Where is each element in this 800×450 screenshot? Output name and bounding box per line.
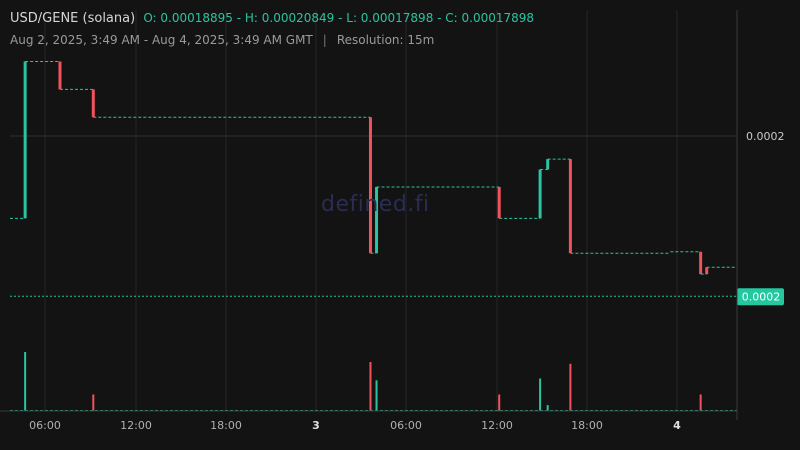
candle-5	[497, 186, 501, 219]
volume-bar-3	[375, 380, 378, 411]
candle-10	[705, 267, 709, 275]
candle-0	[23, 61, 27, 219]
x-tick-label-4: 06:00	[390, 419, 422, 432]
volume-bar-7	[569, 363, 572, 411]
x-tick-label-2: 18:00	[210, 419, 242, 432]
watermark: defined.fi	[321, 192, 430, 217]
candle-4	[375, 186, 379, 254]
x-tick-label-1: 12:00	[120, 419, 152, 432]
x-tick-label-0: 06:00	[29, 419, 61, 432]
candle-3	[368, 117, 372, 254]
candle-1	[58, 61, 62, 90]
candle-6	[538, 169, 542, 219]
last-price-line: 0.0002	[10, 288, 784, 306]
axes: 0.0002 06:00 12:00 18:00 3 06:00 12:00 18:00 4	[0, 10, 785, 432]
last-price-label: 0.0002	[742, 290, 781, 303]
chart-subtitle: Aug 2, 2025, 3:49 AM - Aug 4, 2025, 3:49…	[10, 33, 434, 47]
volume-bar-2	[369, 362, 372, 411]
time-range: Aug 2, 2025, 3:49 AM - Aug 4, 2025, 3:49…	[10, 33, 313, 47]
candle-7	[546, 159, 550, 170]
last-price-badge	[737, 288, 784, 306]
x-tick-label-6: 18:00	[571, 419, 603, 432]
volume-bar-6	[546, 405, 549, 411]
separator: |	[322, 33, 327, 47]
x-tick-label-7: 4	[673, 419, 681, 432]
resolution-label: Resolution: 15m	[336, 33, 435, 47]
y-tick-label-0: 0.0002	[746, 130, 785, 143]
volume-bars	[10, 352, 737, 411]
volume-bar-8	[699, 394, 702, 411]
symbol-label: USD/GENE (solana)	[10, 11, 136, 26]
candle-8	[568, 159, 572, 254]
volume-bar-4	[498, 394, 501, 411]
chart-grid	[10, 10, 737, 411]
volume-bar-1	[92, 394, 95, 411]
candle-9	[699, 251, 703, 275]
candle-2	[91, 89, 95, 118]
x-tick-label-3: 3	[312, 419, 320, 432]
chart-legend: USD/GENE (solana) O: 0.00018895 - H: 0.0…	[10, 11, 534, 26]
volume-bar-0	[24, 352, 27, 411]
price-line	[10, 60, 737, 275]
x-tick-label-5: 12:00	[481, 419, 513, 432]
volume-bar-5	[539, 378, 542, 411]
candles	[23, 61, 709, 275]
ohlc-values: O: 0.00018895 - H: 0.00020849 - L: 0.000…	[143, 11, 535, 25]
